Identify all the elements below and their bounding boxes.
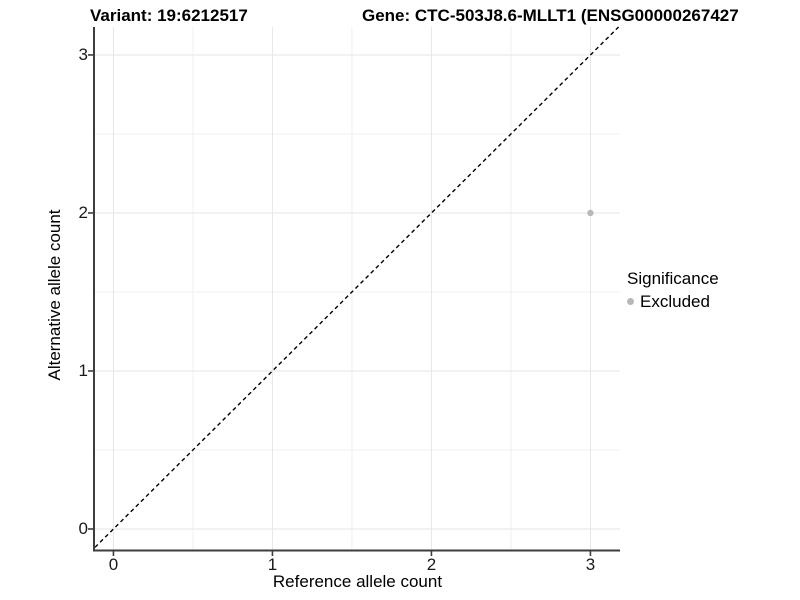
- x-tick-label: 3: [585, 555, 596, 574]
- identity-dashed-line: [94, 26, 620, 548]
- y-tick-label: 1: [78, 360, 88, 380]
- y-axis-label: Alternative allele count: [45, 209, 64, 381]
- legend: Significance Excluded: [627, 268, 719, 312]
- x-tick-label: 0: [108, 555, 119, 574]
- data-point: [587, 209, 594, 217]
- legend-title: Significance: [627, 269, 719, 288]
- y-tick-label: 2: [78, 202, 88, 222]
- legend-item-excluded: Excluded: [627, 291, 719, 312]
- plot-title-gene: Gene: CTC-503J8.6-MLLT1 (ENSG00000267427: [362, 6, 739, 25]
- y-tick-label: 0: [78, 518, 88, 538]
- y-tick-label: 3: [78, 44, 88, 64]
- x-axis-label: Reference allele count: [272, 572, 443, 591]
- plot-title-variant: Variant: 19:6212517: [90, 6, 248, 25]
- legend-point-icon: [627, 298, 634, 305]
- legend-item-label: Excluded: [640, 292, 710, 311]
- x-tick-label: 1: [267, 555, 278, 574]
- x-tick-label: 2: [426, 555, 437, 574]
